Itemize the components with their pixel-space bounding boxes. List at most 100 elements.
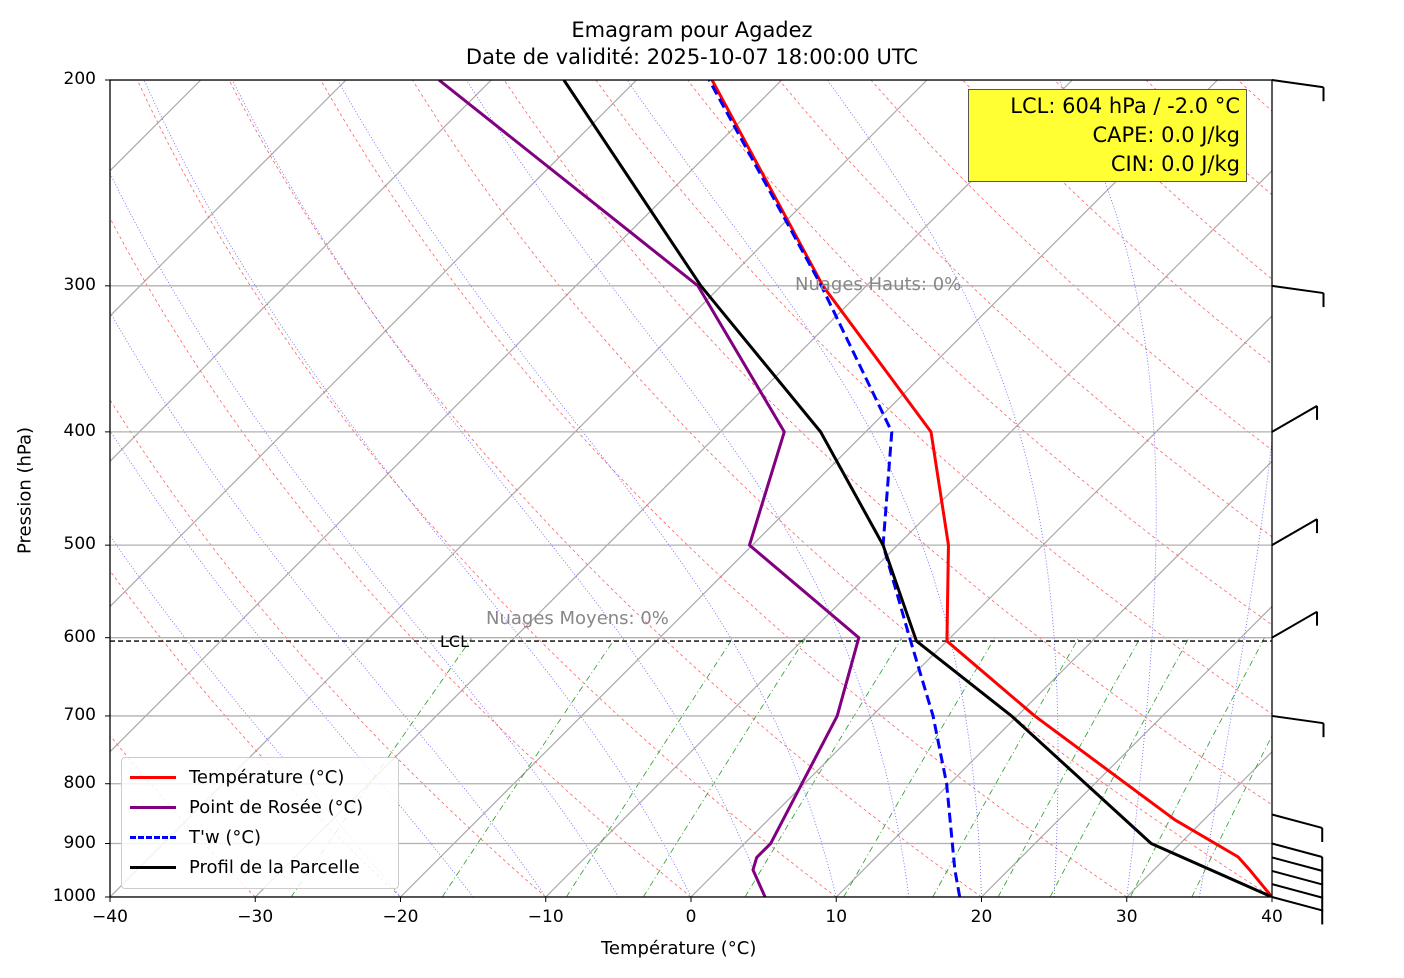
moist-adiabat-line (466, 80, 910, 897)
legend-item-temperature: Température (°C) (130, 762, 344, 792)
moist-adiabat-line (1345, 80, 1404, 897)
y-tick-label: 800 (63, 772, 96, 793)
info-cape: CAPE: 0.0 J/kg (1092, 123, 1240, 147)
legend-item-dewpoint: Point de Rosée (°C) (130, 792, 363, 822)
wind-barb (1271, 869, 1324, 899)
moist-adiabat-line (827, 80, 1059, 897)
dewpoint-curve (438, 80, 861, 897)
wind-barb-staff (1271, 79, 1324, 89)
legend-swatch (130, 865, 176, 869)
lcl-label: LCL (440, 632, 469, 652)
isotherm-line (400, 80, 1218, 897)
legend-swatch (130, 805, 176, 809)
dry-adiabat-line (778, 80, 1272, 538)
isotherm-line (1126, 750, 1272, 897)
x-axis-label: Température (°C) (601, 938, 757, 959)
isotherm-line (1271, 896, 1272, 897)
mixing-ratio-line (1130, 637, 1265, 897)
wind-barb (1271, 714, 1325, 738)
x-tick-label: −30 (237, 907, 274, 927)
isotherm-line (981, 605, 1272, 897)
mixing-ratio-line (642, 637, 807, 897)
mixing-ratio-line (566, 637, 734, 897)
mixing-ratio-line (932, 637, 1080, 897)
mixing-ratio-line (744, 637, 903, 897)
wind-barb (1271, 518, 1319, 547)
annotation-high-clouds: Nuages Hauts: 0% (795, 273, 962, 295)
wind-barb-staff (1271, 714, 1324, 725)
legend-swatch (130, 775, 176, 779)
x-tick-label: 20 (970, 907, 993, 927)
legend: Température (°C) Point de Rosée (°C) T'w… (121, 757, 399, 889)
isotherm-line (690, 315, 1272, 897)
plot-area (110, 80, 1404, 897)
info-lcl: LCL: 604 hPa / -2.0 °C (1010, 94, 1240, 118)
x-tick-label: −20 (382, 907, 419, 927)
wind-barb (1271, 404, 1319, 433)
legend-item-parcel: Profil de la Parcelle (130, 852, 360, 882)
legend-label: Température (°C) (189, 766, 345, 788)
dry-adiabat-line (687, 80, 1272, 626)
x-tick-label: 30 (1115, 907, 1138, 927)
isotherm-line (110, 80, 783, 753)
isotherm-line (110, 80, 347, 317)
isotherm-line (110, 80, 492, 463)
legend-item-wetbulb: T'w (°C) (130, 822, 261, 852)
wind-barb (1271, 79, 1325, 102)
dry-adiabat-line (228, 80, 982, 897)
mixing-ratio-line (997, 637, 1141, 897)
moist-adiabat-line (1271, 895, 1272, 897)
dry-adiabat-line (870, 80, 1272, 451)
chart-subtitle: Date de validité: 2025-10-07 18:00:00 UT… (465, 45, 919, 69)
info-cin: CIN: 0.0 J/kg (1110, 152, 1240, 176)
wind-barb-staff (1271, 883, 1323, 899)
isotherm-line (545, 169, 1272, 897)
dry-adiabat-line (595, 80, 1272, 715)
y-tick-label: 200 (63, 69, 96, 89)
dry-adiabat-line (1330, 80, 1404, 897)
wind-barb (1271, 842, 1324, 871)
parcel-curve (562, 80, 1272, 897)
wind-barb-staff (1271, 813, 1323, 829)
dry-adiabat-line (1054, 80, 1272, 280)
moist-adiabat-line (143, 80, 692, 897)
temperature-curve (710, 80, 1272, 897)
y-tick-label: 900 (63, 832, 96, 853)
wind-barb (1271, 896, 1324, 925)
x-tick-label: −40 (92, 907, 128, 927)
dry-adiabat-line (1145, 80, 1272, 196)
dry-adiabat-line (412, 80, 1272, 897)
annotation-mid-clouds: Nuages Moyens: 0% (486, 607, 669, 629)
legend-swatch (130, 835, 176, 839)
x-tick-label: 10 (825, 907, 848, 927)
wind-barb (1271, 284, 1325, 308)
info-box: LCL: 604 hPa / -2.0 °C CAPE: 0.0 J/kg CI… (968, 89, 1247, 182)
wind-barb-staff (1271, 284, 1324, 295)
moist-adiabat-line (337, 80, 837, 897)
legend-label: Point de Rosée (°C) (189, 796, 364, 818)
dry-adiabat-line (962, 80, 1272, 365)
wind-barb (1271, 813, 1324, 842)
x-tick-label: 40 (1261, 907, 1283, 927)
mixing-ratio-line (1049, 637, 1190, 897)
wind-barb-staff (1271, 610, 1318, 639)
y-tick-label: 1000 (52, 886, 96, 906)
mixing-ratio-line (441, 637, 616, 897)
wind-barb-staff (1271, 856, 1323, 872)
wind-barb-staff (1271, 404, 1318, 433)
wind-barb-staff (1271, 869, 1323, 886)
chart-title: Emagram pour Agadez (571, 18, 813, 42)
x-tick-label: −10 (527, 907, 564, 927)
wind-barb-staff (1271, 842, 1323, 858)
moist-adiabat-line (110, 172, 619, 897)
wind-barb (1271, 883, 1324, 912)
y-tick-label: 300 (63, 274, 96, 295)
legend-label: Profil de la Parcelle (189, 856, 360, 878)
isotherm-line (110, 80, 637, 608)
wind-barb (1271, 856, 1324, 885)
y-tick-label: 500 (63, 534, 96, 555)
dry-adiabat-line (1237, 80, 1272, 112)
isotherm-line (835, 460, 1272, 897)
moist-adiabat-line (231, 80, 765, 897)
